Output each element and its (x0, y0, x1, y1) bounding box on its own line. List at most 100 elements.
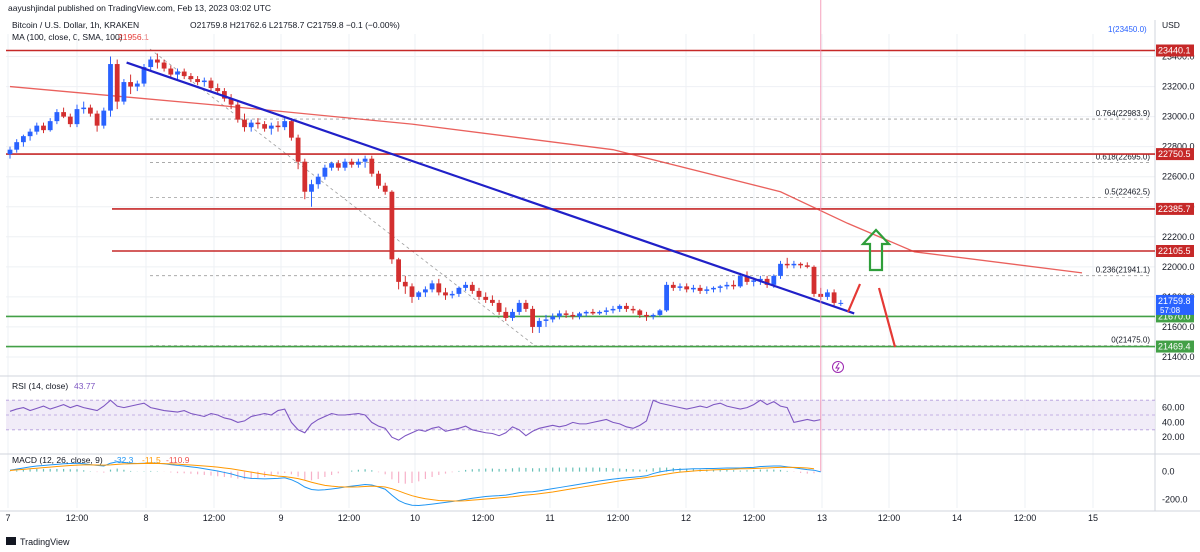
candle-body (536, 320, 542, 327)
candle-body (356, 161, 361, 165)
candle-body (222, 91, 227, 99)
candle-body (791, 263, 797, 266)
candle-body (811, 266, 817, 294)
candle-body (302, 161, 308, 192)
macd-legend-value: -11.5 (142, 455, 161, 465)
candle-body (590, 311, 596, 314)
candle-body (516, 302, 522, 312)
candle-body (88, 107, 93, 114)
candle-body (208, 80, 214, 89)
publisher-text: aayushjindal published on TradingView.co… (8, 3, 271, 13)
candle-body (21, 136, 26, 143)
countdown-label: 57:08 (1160, 306, 1181, 315)
time-tick-label: 15 (1088, 513, 1098, 523)
candle-body (181, 71, 187, 77)
candle-body (201, 80, 207, 83)
candle-body (248, 122, 254, 128)
rsi-tick-label: 40.00 (1162, 417, 1185, 427)
fib-level-label: 0(21475.0) (1111, 336, 1150, 345)
candle-body (764, 278, 770, 285)
candle-body (275, 125, 281, 128)
time-tick-label: 12:00 (878, 513, 901, 523)
time-tick-label: 12 (681, 513, 691, 523)
candle-body (758, 278, 763, 281)
candle-body (329, 163, 334, 168)
macd-legend-label: MACD (12, 26, close, 9) (12, 455, 103, 465)
price-tick-label: 22600.0 (1162, 172, 1195, 182)
price-axis[interactable]: 21400.021600.021800.022000.022200.022400… (1156, 44, 1195, 505)
resistance-level-label: 23440.1 (1158, 46, 1191, 56)
candle-body (778, 263, 783, 276)
candle-body (215, 88, 221, 92)
rsi-tick-label: 60.00 (1162, 403, 1185, 413)
rsi-line (9, 399, 821, 441)
time-tick-label: 12:00 (743, 513, 766, 523)
candle-body (409, 286, 415, 297)
candle-body (825, 292, 830, 297)
time-tick-label: 12:00 (472, 513, 495, 523)
candle-body (436, 283, 442, 293)
green-up-arrow-icon (860, 228, 892, 272)
candle-body (624, 305, 629, 309)
candle-body (476, 290, 482, 297)
candle-body (335, 163, 341, 168)
candle-body (121, 82, 127, 102)
candle-body (376, 173, 381, 186)
candle-body (228, 98, 234, 105)
candle-body (530, 308, 535, 327)
macd-legend-value: -32.3 (114, 455, 134, 465)
current-price-label: 21759.8 (1158, 296, 1191, 306)
rsi-pane[interactable]: RSI (14, close) 43.77 (6, 381, 1155, 441)
candle-body (255, 122, 261, 125)
candle-body (14, 142, 20, 150)
candle-body (838, 302, 844, 304)
time-tick-label: 12:00 (1014, 513, 1037, 523)
candle-body (523, 302, 529, 309)
candle-body (570, 314, 576, 317)
rsi-band (6, 400, 1155, 430)
price-tick-label: 22000.0 (1162, 262, 1195, 272)
candle-body (490, 299, 495, 303)
candle-body (175, 71, 180, 75)
candle-body (101, 110, 107, 126)
candle-body (798, 263, 803, 266)
price-tick-label: 21600.0 (1162, 322, 1195, 332)
candle-body (141, 67, 147, 84)
candle-body (543, 319, 549, 321)
candle-body (469, 284, 475, 291)
candle-body (7, 149, 13, 155)
time-tick-label: 8 (143, 513, 148, 523)
candle-body (684, 286, 690, 290)
fib-level-label: 0.5(22462.5) (1105, 187, 1151, 196)
candle-body (128, 82, 133, 87)
resistance-level-label: 22105.5 (1158, 246, 1191, 256)
time-axis[interactable]: 7 12:00 8 12:00 9 12:00 10 12:00 11 12:00 12 12:00 1… (5, 513, 1098, 523)
candle-body (402, 281, 408, 287)
ma-legend-label: MA (100, close, 0, SMA, 100) (12, 32, 123, 42)
candle-body (744, 275, 750, 282)
time-tick-label: 10 (410, 513, 420, 523)
price-tick-label: 23400.0 (1162, 52, 1195, 62)
time-tick-label: 9 (278, 513, 283, 523)
candle-body (443, 292, 448, 296)
time-tick-label: 13 (817, 513, 827, 523)
candle-body (724, 284, 730, 287)
candle-body (309, 184, 314, 192)
candle-body (268, 125, 274, 129)
resistance-level-tag (1156, 44, 1194, 57)
candle-body (691, 287, 696, 290)
macd-pane[interactable]: MACD (12, 26, close, 9) -32.3 -11.5 -110.9 (9, 0, 822, 506)
candle-body (67, 116, 73, 125)
candle-body (664, 284, 669, 311)
price-pane[interactable]: 0.764(22983.9) 0.618(22695.0) 0.5(22462.5)… (6, 48, 1155, 373)
candle-body (637, 310, 643, 315)
candle-body (349, 161, 355, 165)
candle-body (617, 305, 623, 309)
macd-tick-label: -200.0 (1162, 495, 1188, 505)
candle-body (657, 310, 663, 315)
candle-body (510, 311, 515, 318)
candle-body (34, 125, 40, 132)
ohlc-readout: O21759.8 H21762.6 L21758.7 C21759.8 −0.1… (190, 20, 400, 30)
price-tick-label: 23200.0 (1162, 82, 1195, 92)
